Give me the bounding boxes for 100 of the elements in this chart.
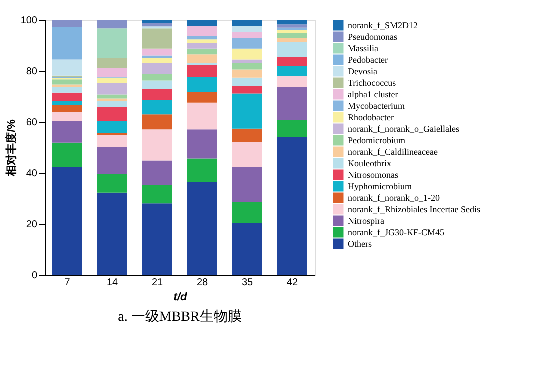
legend-label: Mycobacterium [348,101,405,111]
bar [98,101,128,107]
bar [52,105,82,112]
bar [52,84,82,88]
bar [232,32,262,38]
bar [188,158,218,182]
y-tick-label: 60 [26,118,38,128]
y-tick-label: 0 [32,270,38,282]
y-axis-title: 相对丰度/% [4,119,18,178]
x-tick-label: 14 [106,278,118,288]
bar [278,87,308,120]
bar [188,48,218,55]
bar [278,57,308,66]
bar [52,20,82,28]
bar [98,68,128,78]
x-tick-label: 35 [242,278,254,288]
bar [232,142,262,168]
bar [52,80,82,85]
bar [142,63,172,74]
bar [142,100,172,115]
bar [188,40,218,44]
y-tick-label: 40 [26,168,38,180]
legend-label: Rhodobacter [348,112,394,122]
bar [98,147,128,174]
y-tick-label: 20 [26,220,38,230]
legend-label: Pedomicrobium [348,136,406,146]
bar [278,66,308,76]
bar [232,86,262,94]
x-tick-label: 42 [286,278,298,288]
bar [278,137,308,275]
x-tick-label: 21 [152,278,164,288]
bar [232,20,262,26]
bar [278,20,308,25]
legend-label: Hyphomicrobium [348,182,412,192]
legend-label: Nitrospira [348,216,384,226]
y-tick-label: 100 [20,16,38,26]
bar [98,78,128,83]
bar [52,142,82,168]
bar [52,112,82,122]
legend-label: Massilia [348,44,379,54]
legend-label: norank_f_norank_o_1-20 [348,193,440,203]
bar [98,135,128,148]
bar [98,121,128,133]
bar [232,128,262,142]
x-tick-label: 7 [64,278,71,288]
bar [232,60,262,64]
bar [52,101,82,106]
bar [98,192,128,275]
bar [52,121,82,143]
x-axis-title: t/d [174,292,188,304]
bar [188,43,218,49]
bar [232,70,262,78]
bar [188,26,218,36]
bar [278,76,308,88]
bar [142,58,172,64]
bar [98,94,128,99]
bar [188,92,218,103]
bar [142,74,172,81]
bar [188,54,218,64]
bar [142,160,172,186]
bar [278,30,308,34]
x-tick-label: 28 [196,278,208,288]
bar [188,20,218,26]
bar [142,185,172,204]
bar [142,48,172,56]
legend-label: Devosia [348,66,378,76]
bar [142,89,172,100]
bar [278,24,308,28]
bar [142,204,172,275]
legend-label: Pseudomonas [348,32,398,42]
bar [142,130,172,161]
bar [142,114,172,130]
bar [232,38,262,49]
legend-label: Pedobacter [348,55,388,65]
bar [52,60,82,76]
bar [278,28,308,30]
bar [52,167,82,275]
bar [142,23,172,27]
bar [278,42,308,58]
bar [142,80,172,90]
bar [142,20,172,24]
bar [98,82,128,95]
bar [98,58,128,68]
bar [142,28,172,49]
legend-label: norank_f_Rhizobiales Incertae Sedis [348,204,481,214]
bar [278,120,308,138]
y-tick-label: 80 [26,66,38,78]
bar [98,28,128,58]
bar [232,94,262,129]
bar [98,132,128,136]
bar [188,130,218,159]
bar [232,202,262,223]
bar [232,167,262,202]
legend-label: norank_f_JG30-KF-CM45 [348,228,445,238]
bar [98,174,128,193]
bar [52,87,82,93]
text: a. 一级MBBR生物膜 [118,309,242,325]
bar [278,38,308,42]
bar [278,33,308,38]
bar [232,48,262,60]
